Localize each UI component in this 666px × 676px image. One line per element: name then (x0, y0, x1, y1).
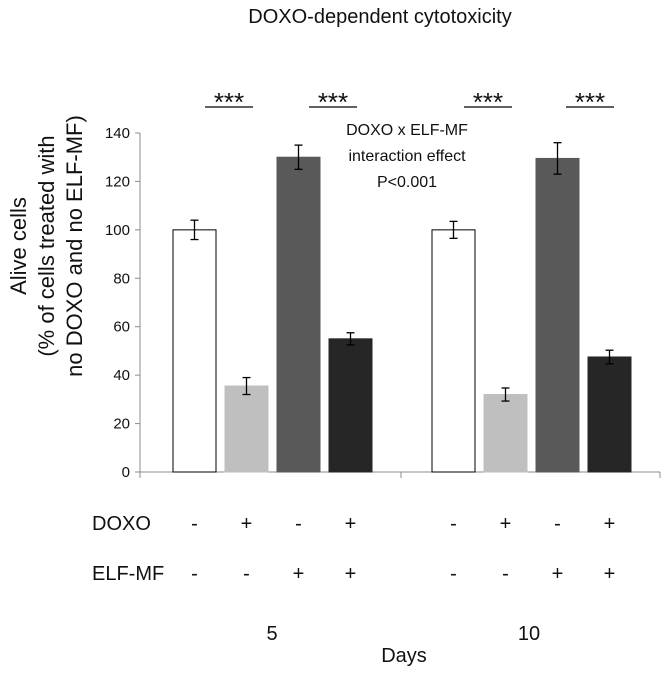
significance-marker: *** (318, 87, 348, 117)
condition-mark: - (191, 513, 198, 535)
y-tick-label: 100 (105, 222, 130, 239)
y-tick-label: 120 (105, 173, 130, 190)
annotation-line: interaction effect (348, 148, 466, 165)
y-tick-label: 20 (113, 416, 130, 433)
condition-mark: + (241, 513, 253, 535)
y-tick-label: 140 (105, 125, 130, 142)
condition-mark: + (552, 563, 564, 585)
condition-mark: - (450, 513, 457, 535)
x-axis-label: Days (381, 645, 427, 667)
bar (328, 338, 373, 473)
condition-mark: + (604, 563, 616, 585)
y-axis-label-line: Alive cells (6, 197, 31, 295)
significance-marker: *** (214, 87, 244, 117)
condition-mark: - (450, 563, 457, 585)
y-axis-label-line: (% of cells treated with (34, 135, 59, 356)
significance-marker: *** (473, 87, 503, 117)
condition-mark: - (243, 563, 250, 585)
bar (483, 394, 528, 473)
condition-mark: + (500, 513, 512, 535)
y-tick-label: 0 (122, 464, 130, 481)
bar (431, 229, 476, 473)
bar (535, 157, 580, 473)
bar (587, 356, 632, 473)
condition-mark: + (293, 563, 305, 585)
y-axis-label-line: no DOXO and no ELF-MF) (62, 115, 87, 377)
y-tick-label: 60 (113, 319, 130, 336)
condition-row-label: ELF-MF (92, 563, 164, 585)
category-label: 5 (266, 623, 277, 645)
condition-mark: - (502, 563, 509, 585)
condition-row-label: DOXO (92, 513, 151, 535)
condition-mark: + (345, 513, 357, 535)
condition-mark: + (345, 563, 357, 585)
significance-marker: *** (575, 87, 605, 117)
bar (224, 385, 269, 473)
bar (276, 156, 321, 473)
condition-mark: + (604, 513, 616, 535)
bar (172, 229, 217, 473)
condition-mark: - (191, 563, 198, 585)
annotation-line: P<0.001 (377, 174, 437, 191)
category-label: 10 (518, 623, 540, 645)
y-axis-label: Alive cells (% of cells treated with no … (6, 115, 87, 377)
chart-title: DOXO-dependent cytotoxicity (248, 6, 511, 28)
y-tick-label: 40 (113, 367, 130, 384)
y-tick-label: 80 (113, 270, 130, 287)
condition-mark: - (554, 513, 561, 535)
annotation-line: DOXO x ELF-MF (346, 122, 468, 139)
condition-mark: - (295, 513, 302, 535)
